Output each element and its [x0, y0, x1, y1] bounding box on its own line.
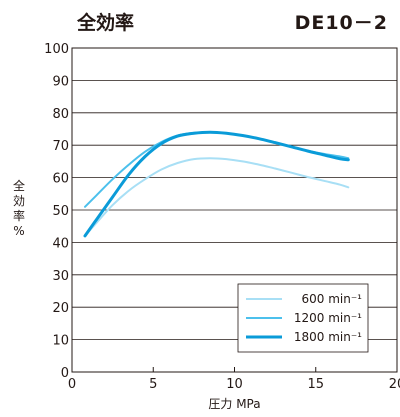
- x-tick-label: 0: [68, 377, 76, 392]
- y-tick-label: 80: [52, 107, 69, 122]
- series-lines: [83, 130, 350, 238]
- legend: 600 min⁻¹ 1200 min⁻¹ 1800 min⁻¹: [237, 283, 369, 353]
- x-tick-label: 15: [307, 377, 324, 392]
- y-axis-label: 全効率%: [13, 178, 25, 238]
- series-line-1200: [84, 131, 350, 208]
- series-line-600: [84, 157, 350, 237]
- legend-label-1200: 1200 min⁻¹: [294, 311, 362, 325]
- series-line-1800: [83, 130, 350, 238]
- chart-title: 全効率: [77, 12, 135, 34]
- y-tick-label: 90: [52, 74, 69, 89]
- y-tick-label: 30: [52, 269, 69, 284]
- y-tick-label: 100: [44, 42, 69, 57]
- y-tick-label: 40: [52, 236, 69, 251]
- legend-label-600: 600 min⁻¹: [302, 292, 363, 306]
- x-tick-label: 10: [226, 377, 243, 392]
- x-tick-label: 20: [389, 377, 400, 392]
- tick-labels: 0 10 20 30 40 50 60 70 80 90 100 0 5 10 15 20: [44, 42, 400, 392]
- y-tick-label: 50: [52, 204, 69, 219]
- x-tick-label: 5: [149, 377, 157, 392]
- y-tick-label: 20: [52, 301, 69, 316]
- y-tick-label: 0: [61, 366, 69, 381]
- x-axis-label: 圧力 MPa: [208, 397, 260, 411]
- model-label: DE10－2: [294, 12, 388, 34]
- y-tick-label: 10: [52, 334, 69, 349]
- y-tick-label: 70: [52, 139, 69, 154]
- legend-label-1800: 1800 min⁻¹: [294, 330, 362, 344]
- y-tick-label: 60: [52, 172, 69, 187]
